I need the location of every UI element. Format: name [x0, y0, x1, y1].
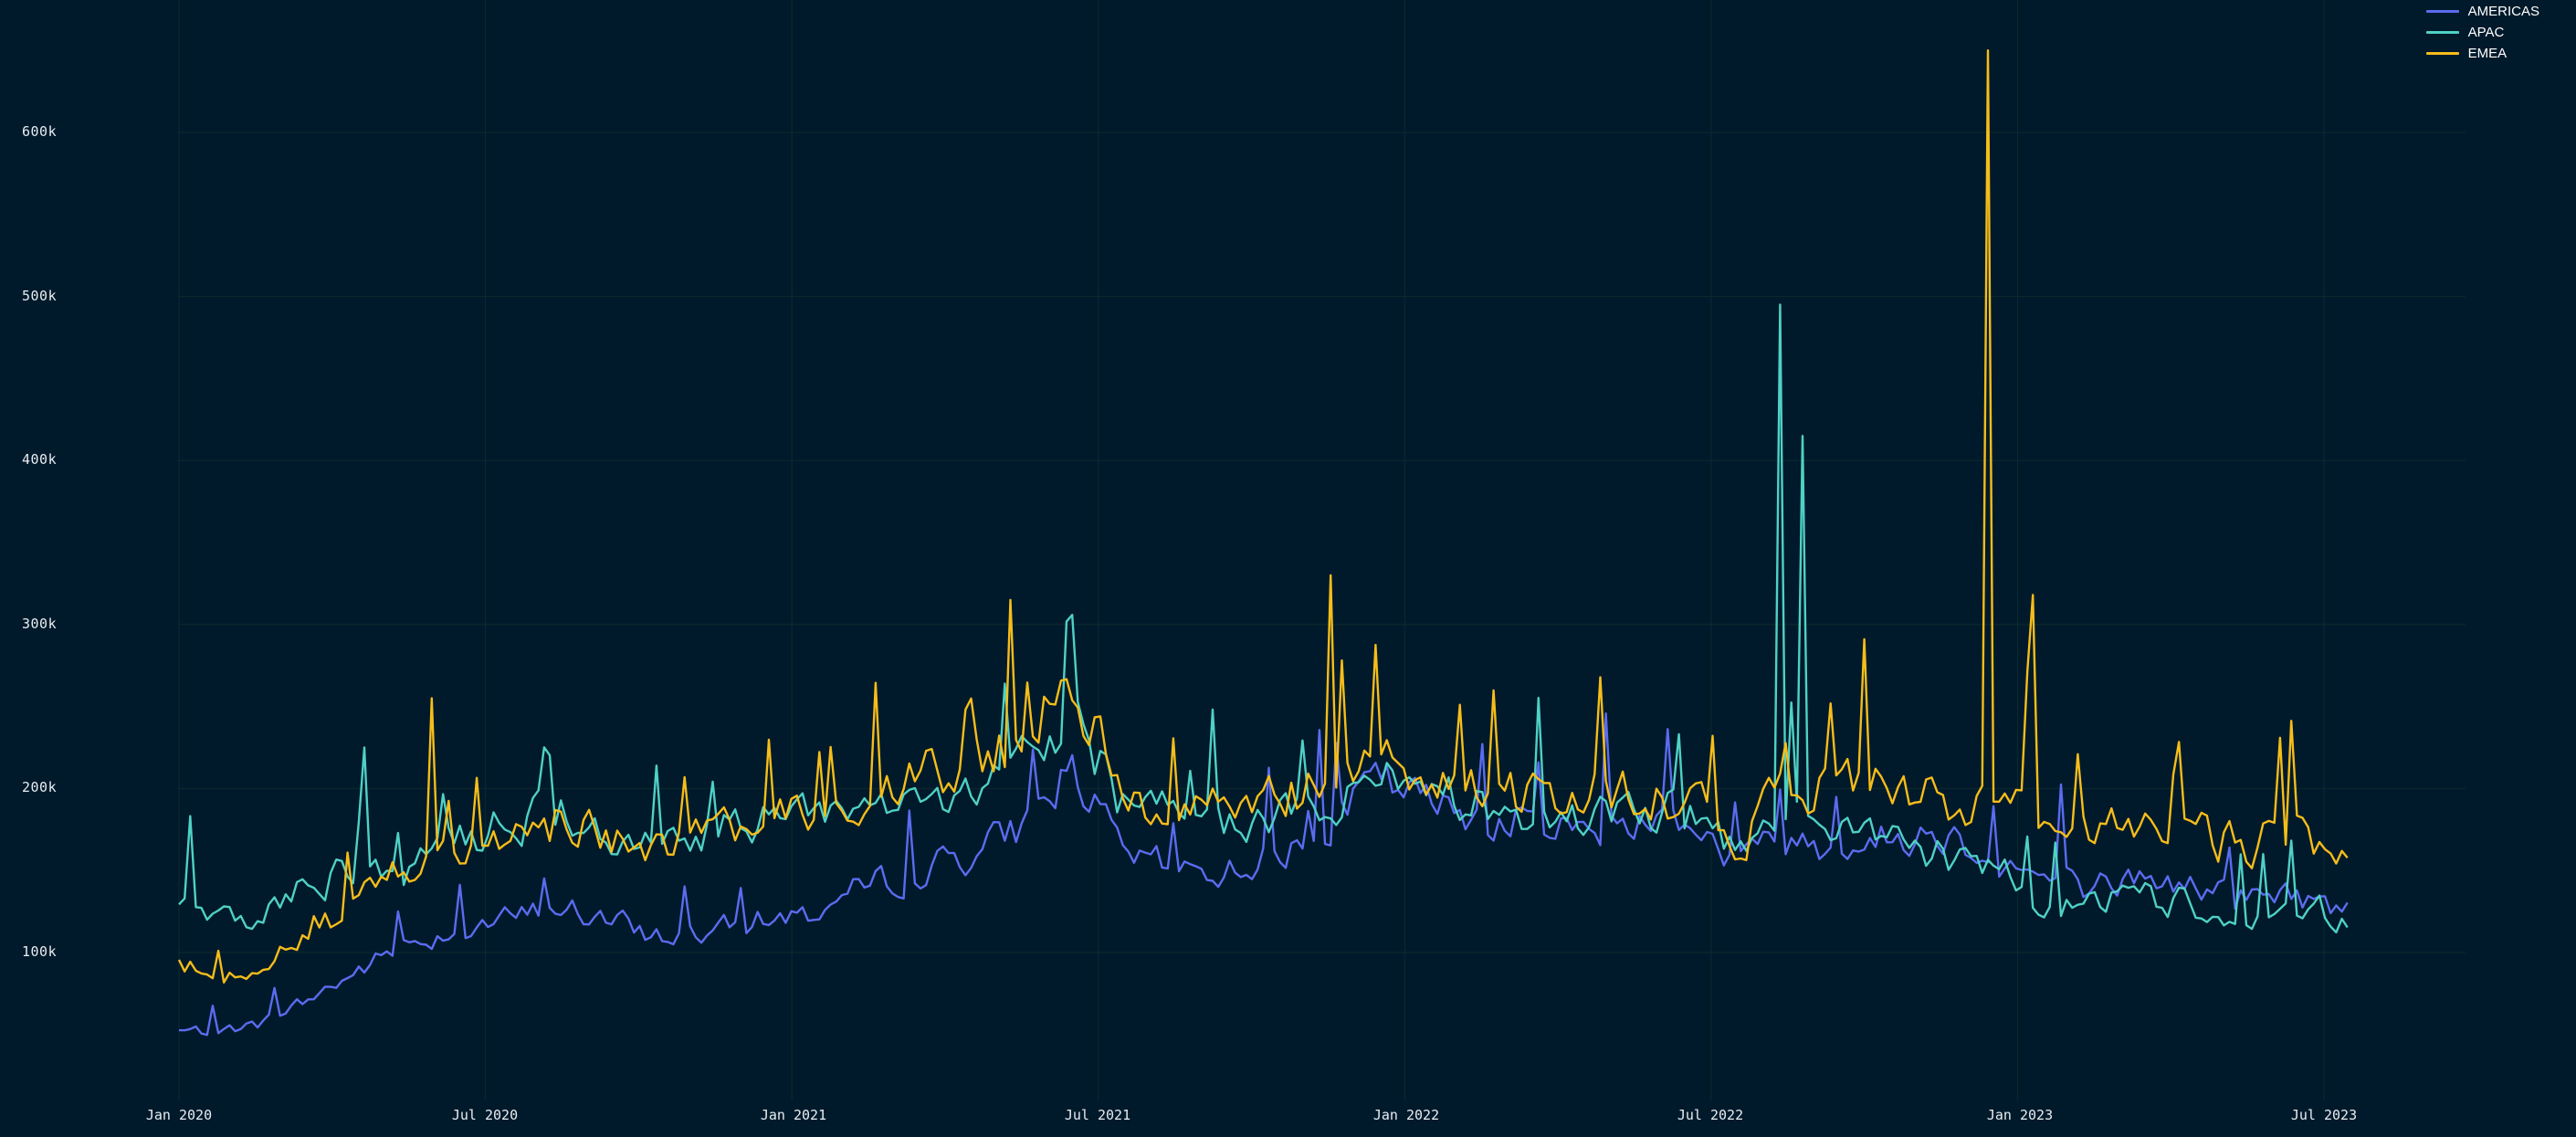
x-tick-label: Jan 2023: [1986, 1107, 2054, 1123]
series-line-emea: [177, 49, 2349, 984]
y-tick-label: 100k: [22, 943, 58, 960]
legend-label: AMERICAS: [2467, 4, 2539, 19]
y-tick-label: 400k: [22, 451, 58, 468]
y-tick-label: 300k: [22, 616, 58, 632]
grid-lines: [178, 0, 2466, 1100]
series-lines: [177, 49, 2349, 1037]
legend-item-apac[interactable]: APAC: [2425, 22, 2539, 43]
line-swatch-icon: [2425, 10, 2459, 13]
x-tick-label: Jan 2022: [1372, 1107, 1440, 1123]
legend-item-emea[interactable]: EMEA: [2425, 43, 2539, 64]
line-swatch-icon: [2425, 31, 2459, 34]
x-tick-label: Jan 2021: [760, 1107, 827, 1123]
series-line-apac: [178, 303, 2349, 934]
x-tick-label: Jul 2021: [1064, 1107, 1131, 1123]
y-tick-label: 600k: [22, 123, 58, 140]
legend-item-americas[interactable]: AMERICAS: [2425, 1, 2539, 22]
y-tick-label: 500k: [22, 288, 58, 304]
x-tick-label: Jan 2020: [145, 1107, 213, 1123]
x-tick-label: Jul 2022: [1677, 1107, 1744, 1123]
y-tick-label: 200k: [22, 779, 58, 795]
x-tick-label: Jul 2023: [2290, 1107, 2358, 1123]
legend: AMERICAS APAC EMEA: [2425, 1, 2539, 64]
x-tick-label: Jul 2020: [451, 1107, 519, 1123]
legend-label: APAC: [2467, 25, 2505, 40]
line-swatch-icon: [2425, 52, 2459, 55]
legend-label: EMEA: [2467, 46, 2508, 61]
